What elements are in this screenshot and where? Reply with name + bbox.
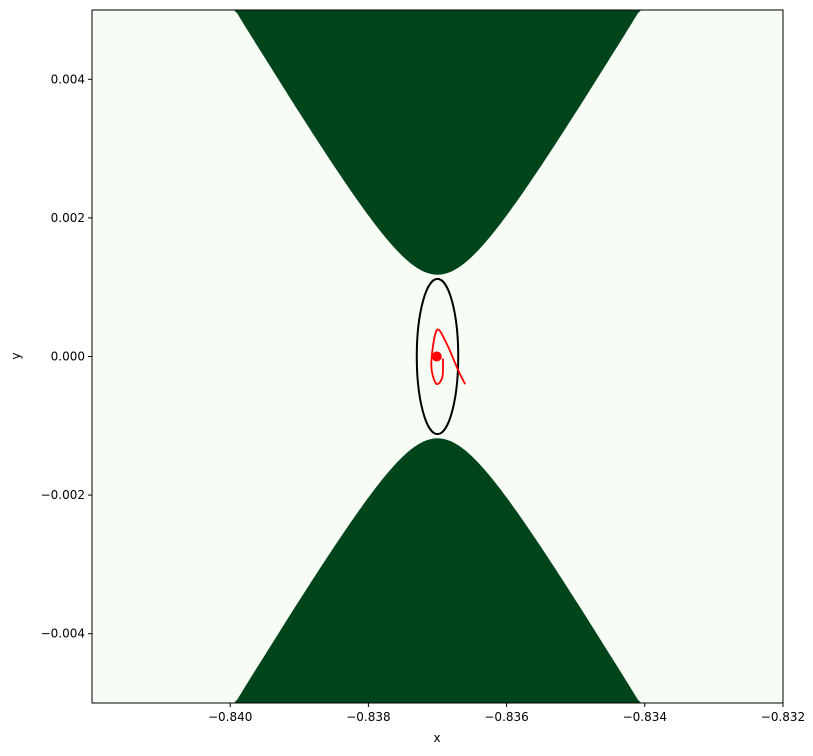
y-axis: −0.004 −0.002 0.000 0.002 0.004 [41,72,92,641]
x-tick-label: −0.832 [761,710,805,724]
x-tick-label: −0.834 [623,710,667,724]
x-tick-label: −0.840 [208,710,252,724]
lower-filled-region [92,438,783,703]
x-axis: −0.840 −0.838 −0.836 −0.834 −0.832 [208,703,805,724]
plot-area [91,9,784,704]
y-tick-label: 0.002 [51,211,85,225]
x-tick-label: −0.836 [484,710,528,724]
x-tick-label: −0.838 [346,710,390,724]
y-tick-label: 0.004 [51,72,85,86]
plot-content [92,10,783,703]
start-point [431,351,442,362]
y-tick-label: 0.000 [51,350,85,364]
y-tick-label: −0.004 [41,627,85,641]
y-tick-label: −0.002 [41,488,85,502]
ellipse-boundary [415,277,460,436]
y-axis-label: y [9,352,23,359]
upper-filled-region [92,10,783,275]
x-axis-label: x [433,731,440,745]
trajectory-line [430,328,466,385]
